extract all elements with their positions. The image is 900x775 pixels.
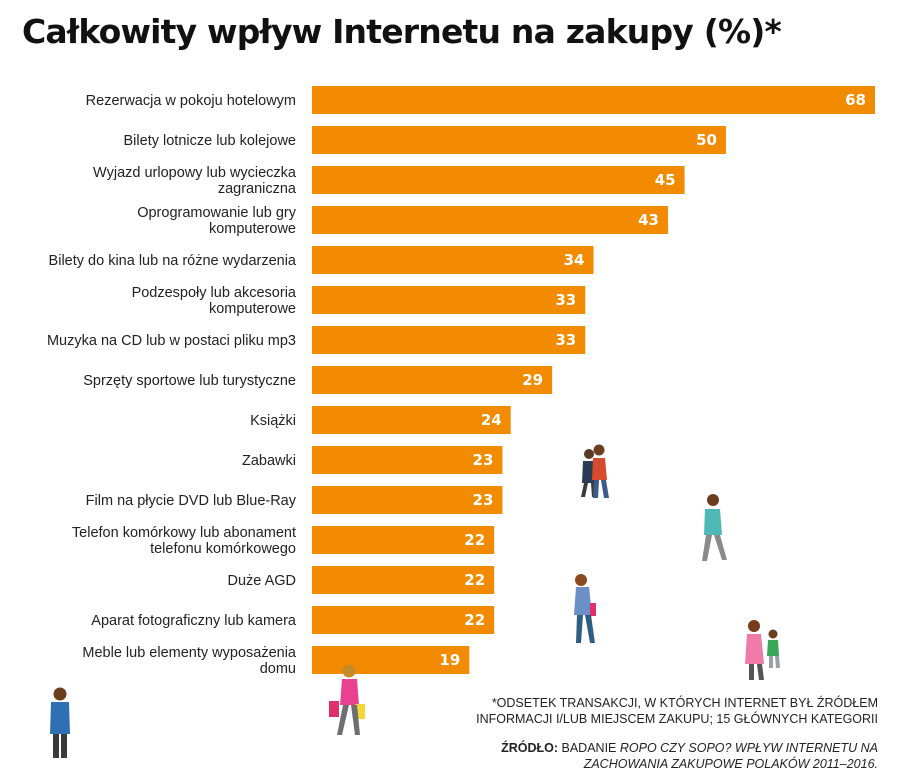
bar-5 — [312, 246, 594, 274]
bar-value-label: 45 — [655, 171, 676, 189]
man-standing-icon — [50, 687, 70, 758]
bar-value-label: 50 — [696, 131, 717, 149]
source-label: ŹRÓDŁO: — [501, 741, 559, 755]
bar-10 — [312, 446, 503, 474]
bar-value-label: 22 — [464, 571, 485, 589]
category-label: Oprogramowanie lub gry komputerowe — [137, 205, 297, 237]
bar-chart: 68 Rezerwacja w pokoju hotelowym 50 Bilety … — [47, 86, 875, 677]
category-label: Aparat fotograficzny lub kamera — [91, 613, 297, 629]
bar-value-label: 68 — [845, 91, 866, 109]
chart-title: Całkowity wpływ Internetu na zakupy (%)* — [22, 12, 782, 51]
category-label: Sprzęty sportowe lub turystyczne — [83, 373, 296, 389]
bar-value-label: 24 — [481, 411, 502, 429]
man-walking-icon — [702, 494, 727, 561]
category-label: Podzespoły lub akcesoria komputerowe — [132, 285, 297, 317]
bar-13 — [312, 566, 495, 594]
bar-value-label: 22 — [464, 531, 485, 549]
bar-9 — [312, 406, 511, 434]
bar-15 — [312, 646, 470, 674]
source-prefix: BADANIE — [558, 741, 620, 755]
bar-value-label: 19 — [439, 651, 460, 669]
bar-7 — [312, 326, 586, 354]
footnote: *Odsetek transakcji, w których Internet … — [476, 696, 878, 726]
bar-value-label: 33 — [555, 331, 576, 349]
category-label: Bilety do kina lub na różne wydarzenia — [49, 253, 297, 269]
category-label: Film na płycie DVD lub Blue-Ray — [86, 493, 297, 509]
source-study-title: ROPO czy SOPO? Wpływ Internetu na zachow… — [583, 741, 878, 771]
bar-value-label: 33 — [555, 291, 576, 309]
category-label: Zabawki — [242, 453, 296, 469]
category-label: Książki — [250, 413, 296, 429]
bar-1 — [312, 86, 875, 114]
source-note: ŹRÓDŁO: BADANIE ROPO czy SOPO? Wpływ Int… — [458, 740, 878, 772]
bar-4 — [312, 206, 669, 234]
category-label: Bilety lotnicze lub kolejowe — [124, 133, 296, 149]
bar-value-label: 23 — [473, 491, 494, 509]
category-label: Telefon komórkowy lub abonament telefonu … — [72, 525, 296, 557]
bar-12 — [312, 526, 495, 554]
bar-14 — [312, 606, 495, 634]
bar-value-label: 43 — [638, 211, 659, 229]
category-label: Rezerwacja w pokoju hotelowym — [86, 93, 296, 109]
category-label: Wyjazd urlopowy lub wycieczka zagraniczna — [93, 165, 297, 197]
mother-with-child-icon — [745, 620, 780, 680]
bar-value-label: 23 — [473, 451, 494, 469]
woman-with-shopping-bags-icon — [329, 664, 365, 735]
bar-6 — [312, 286, 586, 314]
bar-value-label: 34 — [564, 251, 585, 269]
category-label: Duże AGD — [228, 573, 297, 589]
bar-3 — [312, 166, 685, 194]
category-label: Muzyka na CD lub w postaci pliku mp3 — [47, 333, 296, 349]
bar-11 — [312, 486, 503, 514]
category-label: Meble lub elementy wyposażenia domu — [82, 645, 297, 677]
bar-value-label: 22 — [464, 611, 485, 629]
couple-walking-icon — [581, 444, 609, 498]
woman-walking-icon — [574, 574, 596, 643]
bar-value-label: 29 — [522, 371, 543, 389]
bar-2 — [312, 126, 726, 154]
bar-8 — [312, 366, 553, 394]
